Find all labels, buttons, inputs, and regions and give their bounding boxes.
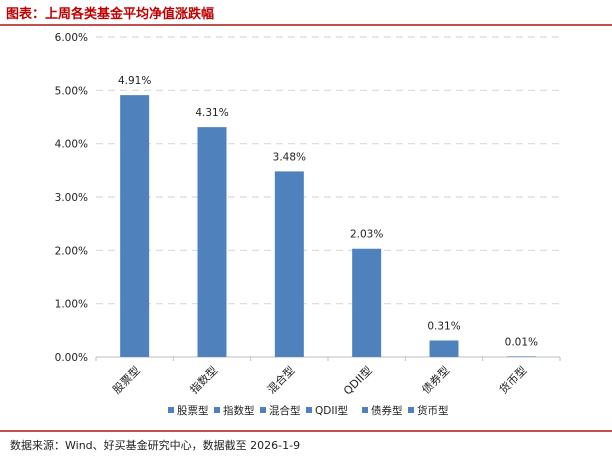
y-tick-label: 6.00% bbox=[55, 32, 88, 44]
legend-swatch bbox=[260, 407, 266, 413]
y-axis: 0.00% 1.00% 2.00% 3.00% 4.00% 5.00% 6.00% bbox=[55, 32, 561, 364]
chart-title: 图表：上周各类基金平均净值涨跌幅 bbox=[6, 7, 215, 22]
bar bbox=[352, 248, 382, 357]
legend-label: 混合型 bbox=[269, 404, 301, 417]
bar-chart: 0.00% 1.00% 2.00% 3.00% 4.00% 5.00% 6.00% 4.91… bbox=[55, 32, 561, 417]
legend-label: 股票型 bbox=[177, 404, 209, 417]
data-label: 0.31% bbox=[427, 320, 460, 332]
y-tick-label: 3.00% bbox=[55, 192, 88, 204]
y-tick-label: 4.00% bbox=[55, 139, 88, 151]
grid-lines bbox=[96, 36, 560, 305]
category-label: 股票型 bbox=[110, 363, 143, 396]
legend-label: 指数型 bbox=[223, 404, 255, 417]
y-tick-label: 2.00% bbox=[55, 245, 88, 257]
legend: 股票型 指数型 混合型 QDII型 债券型 货币型 bbox=[168, 404, 449, 417]
category-label: QDII型 bbox=[340, 363, 374, 397]
y-tick-label: 0.00% bbox=[55, 352, 88, 364]
bar bbox=[274, 171, 304, 357]
source-bar: 数据来源：Wind、好买基金研究中心，数据截至 2026-1-9 bbox=[0, 430, 612, 458]
legend-label: 货币型 bbox=[417, 404, 449, 417]
legend-swatch bbox=[168, 407, 174, 413]
data-label: 3.48% bbox=[273, 151, 306, 163]
legend-swatch bbox=[408, 407, 414, 413]
category-label: 指数型 bbox=[187, 363, 220, 396]
data-labels: 4.91% 4.31% 3.48% 2.03% 0.31% 0.01% bbox=[118, 75, 538, 348]
y-tick-label: 1.00% bbox=[55, 299, 88, 311]
title-bar: 图表：上周各类基金平均净值涨跌幅 bbox=[0, 0, 612, 26]
legend-swatch bbox=[306, 407, 312, 413]
bars bbox=[120, 95, 536, 357]
source-note: 数据来源：Wind、好买基金研究中心，数据截至 2026-1-9 bbox=[10, 439, 301, 452]
bar bbox=[120, 95, 150, 357]
legend-label: 债券型 bbox=[371, 404, 403, 417]
y-tick-label: 5.00% bbox=[55, 85, 88, 97]
data-label: 4.31% bbox=[195, 107, 228, 119]
legend-swatch bbox=[214, 407, 220, 413]
data-label: 0.01% bbox=[505, 336, 538, 348]
x-axis-labels: 股票型 指数型 混合型 QDII型 债券型 货币型 bbox=[110, 363, 530, 397]
category-label: 货币型 bbox=[496, 363, 529, 396]
bar bbox=[197, 127, 227, 357]
data-label: 2.03% bbox=[350, 229, 383, 241]
bar bbox=[506, 356, 536, 357]
legend-swatch bbox=[362, 407, 368, 413]
bar bbox=[429, 340, 459, 357]
category-label: 债券型 bbox=[419, 363, 452, 396]
legend-label: QDII型 bbox=[315, 404, 348, 417]
data-label: 4.91% bbox=[118, 75, 151, 87]
category-label: 混合型 bbox=[264, 363, 297, 396]
